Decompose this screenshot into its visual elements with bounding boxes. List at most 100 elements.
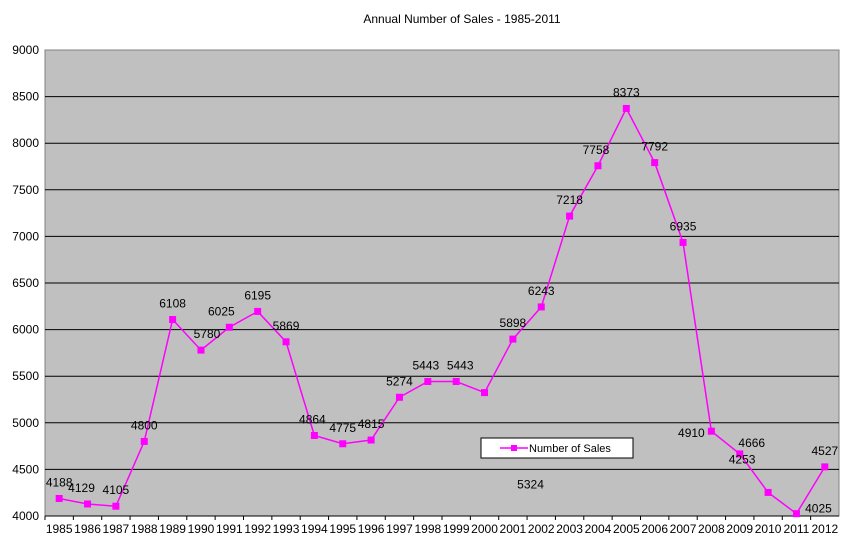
x-tick-label: 1996 <box>358 522 385 536</box>
x-tick-label: 2006 <box>641 522 668 536</box>
gridlines <box>45 96 839 470</box>
data-point <box>651 159 659 167</box>
data-point <box>509 335 517 343</box>
y-tick-label: 7500 <box>12 183 39 197</box>
x-tick-label: 2001 <box>500 522 527 536</box>
data-label: 6025 <box>208 304 235 318</box>
data-label: 4864 <box>299 412 326 426</box>
data-point <box>594 162 602 170</box>
data-label: 4800 <box>131 418 158 432</box>
x-tick-label: 1997 <box>386 522 413 536</box>
data-label: 5898 <box>500 316 527 330</box>
legend-label: Number of Sales <box>529 443 611 455</box>
data-point <box>764 488 772 496</box>
data-point <box>537 303 545 311</box>
x-tick-label: 2008 <box>698 522 725 536</box>
x-tick-label: 2004 <box>585 522 612 536</box>
data-label: 4025 <box>805 502 832 516</box>
x-axis-tick-labels: 1985 1986 1987 1988 1989 1990 1991 1992 1993 1994… <box>44 515 839 536</box>
y-tick-label: 4000 <box>12 509 39 523</box>
data-point <box>84 500 92 508</box>
x-tick-label: 2011 <box>784 522 810 536</box>
x-tick-label: 2009 <box>726 522 753 536</box>
data-label: 4105 <box>103 483 130 497</box>
x-tick-label: 1995 <box>329 522 356 536</box>
data-point <box>140 437 148 445</box>
data-label: 4527 <box>811 444 838 458</box>
data-label: 7758 <box>583 143 610 157</box>
data-label: 6195 <box>244 288 271 302</box>
data-label: 4910 <box>678 426 705 440</box>
x-tick-label: 2003 <box>556 522 583 536</box>
data-label: 6108 <box>159 297 186 311</box>
data-point <box>395 393 403 401</box>
data-point <box>736 450 744 458</box>
y-tick-label: 7000 <box>12 229 39 243</box>
y-tick-label: 9000 <box>12 43 39 57</box>
y-tick-label: 5500 <box>12 369 39 383</box>
data-point <box>452 378 460 386</box>
data-point <box>169 316 177 324</box>
data-point <box>339 440 347 448</box>
data-label: 4188 <box>46 475 73 489</box>
x-tick-label: 1998 <box>414 522 441 536</box>
data-point <box>310 431 318 439</box>
data-point <box>424 378 432 386</box>
x-tick-label: 1987 <box>103 522 130 536</box>
x-tick-label: 2010 <box>755 522 782 536</box>
data-label: 5443 <box>412 359 439 373</box>
data-label: 5324 <box>517 478 544 492</box>
x-tick-label: 2007 <box>670 522 697 536</box>
data-point <box>367 436 375 444</box>
data-label: 8373 <box>613 85 640 99</box>
data-label: 7218 <box>556 193 583 207</box>
data-label: 5869 <box>273 319 300 333</box>
y-tick-label: 8500 <box>12 90 39 104</box>
data-point <box>254 307 262 315</box>
data-label: 4775 <box>329 421 356 435</box>
data-point <box>792 510 800 518</box>
y-tick-label: 5000 <box>12 416 39 430</box>
legend-box <box>480 437 634 459</box>
data-point <box>55 494 63 502</box>
x-tick-label: 1993 <box>273 522 300 536</box>
data-label: 5274 <box>386 374 413 388</box>
x-tick-label: 1999 <box>443 522 470 536</box>
x-tick-label: 1985 <box>46 522 73 536</box>
data-label: 4253 <box>729 452 756 466</box>
x-tick-label: 1991 <box>216 522 243 536</box>
data-point <box>282 338 290 346</box>
data-point <box>679 238 687 246</box>
legend: Number of Sales <box>480 437 634 459</box>
y-axis-tick-labels: 4000 4500 5000 5500 6000 6500 7000 7500 8000 8500… <box>12 43 39 523</box>
data-point <box>225 323 233 331</box>
x-tick-label: 2002 <box>528 522 555 536</box>
data-label: 4129 <box>68 481 95 495</box>
x-tick-label: 2005 <box>613 522 640 536</box>
y-tick-label: 8000 <box>12 136 39 150</box>
data-label: 5443 <box>447 359 474 373</box>
data-point <box>707 427 715 435</box>
x-tick-label: 1988 <box>131 522 158 536</box>
x-tick-label: 1992 <box>244 522 271 536</box>
data-label: 5780 <box>194 327 221 341</box>
data-label: 7792 <box>641 140 668 154</box>
data-point <box>481 389 489 397</box>
data-point <box>566 212 574 220</box>
data-label: 6243 <box>528 284 555 298</box>
data-label: 4815 <box>358 417 385 431</box>
y-tick-label: 6500 <box>12 276 39 290</box>
legend-marker <box>511 445 517 451</box>
y-tick-label: 4500 <box>12 462 39 476</box>
chart-title: Annual Number of Sales - 1985-2011 <box>363 12 561 26</box>
data-point <box>821 463 829 471</box>
data-point <box>112 502 120 510</box>
x-tick-label: 1989 <box>159 522 186 536</box>
x-tick-label: 2000 <box>471 522 498 536</box>
data-label: 6935 <box>670 219 697 233</box>
series-line <box>59 106 826 515</box>
x-tick-label: 2012 <box>811 522 838 536</box>
data-label: 4666 <box>738 436 765 450</box>
